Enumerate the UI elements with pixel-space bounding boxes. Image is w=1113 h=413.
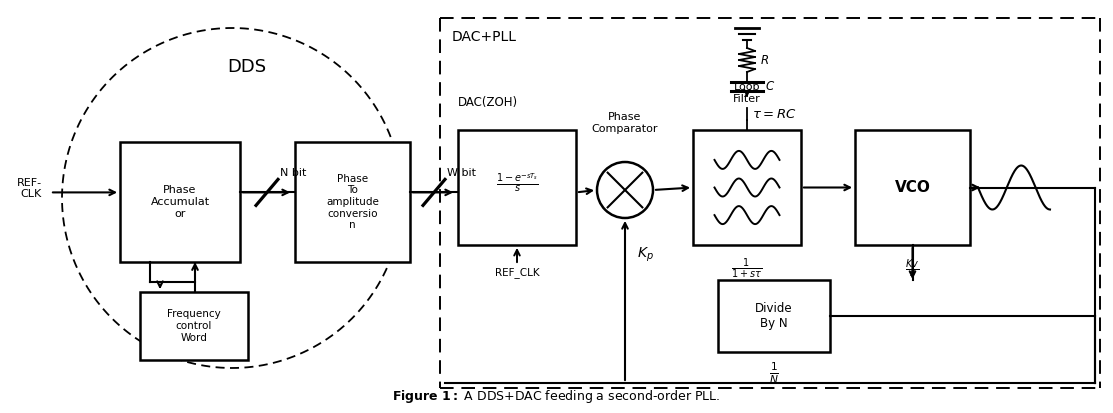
- Bar: [120, 142, 240, 262]
- Bar: [140, 292, 248, 360]
- Text: REF_CLK: REF_CLK: [494, 268, 540, 278]
- Text: Divide
By N: Divide By N: [756, 302, 792, 330]
- Bar: [718, 280, 830, 352]
- Text: VCO: VCO: [895, 180, 930, 195]
- Text: N bit: N bit: [280, 169, 306, 178]
- Text: Phase
Comparator: Phase Comparator: [592, 112, 658, 133]
- Text: W bit: W bit: [447, 169, 476, 178]
- Text: Frequency
control
Word: Frequency control Word: [167, 309, 220, 343]
- Bar: [459, 130, 577, 245]
- Text: DAC(ZOH): DAC(ZOH): [459, 96, 519, 109]
- Text: DDS: DDS: [227, 58, 266, 76]
- Bar: [295, 142, 410, 262]
- Text: R: R: [761, 54, 769, 66]
- Bar: [855, 130, 971, 245]
- Text: $\frac{1-e^{-sT_s}}{s}$: $\frac{1-e^{-sT_s}}{s}$: [495, 171, 539, 194]
- Text: REF-
CLK: REF- CLK: [17, 178, 42, 199]
- Text: C: C: [765, 79, 774, 93]
- Text: Phase
To
amplitude
conversio
n: Phase To amplitude conversio n: [326, 174, 378, 230]
- Text: Loop
Filter: Loop Filter: [733, 82, 761, 104]
- Text: $\frac{Kv}{s}$: $\frac{Kv}{s}$: [905, 257, 919, 280]
- Text: Phase
Accumulat
or: Phase Accumulat or: [150, 185, 209, 218]
- Text: $\frac{1}{1+s\tau}$: $\frac{1}{1+s\tau}$: [731, 257, 762, 281]
- Text: $\tau = RC$: $\tau = RC$: [752, 108, 797, 121]
- Text: $\mathbf{Figure\ 1:}$ A DDS+DAC feeding a second-order PLL.: $\mathbf{Figure\ 1:}$ A DDS+DAC feeding …: [393, 388, 720, 405]
- Bar: [693, 130, 801, 245]
- Text: DAC+PLL: DAC+PLL: [452, 30, 518, 44]
- Text: $\frac{1}{N}$: $\frac{1}{N}$: [769, 360, 779, 386]
- Text: $K_p$: $K_p$: [637, 246, 653, 264]
